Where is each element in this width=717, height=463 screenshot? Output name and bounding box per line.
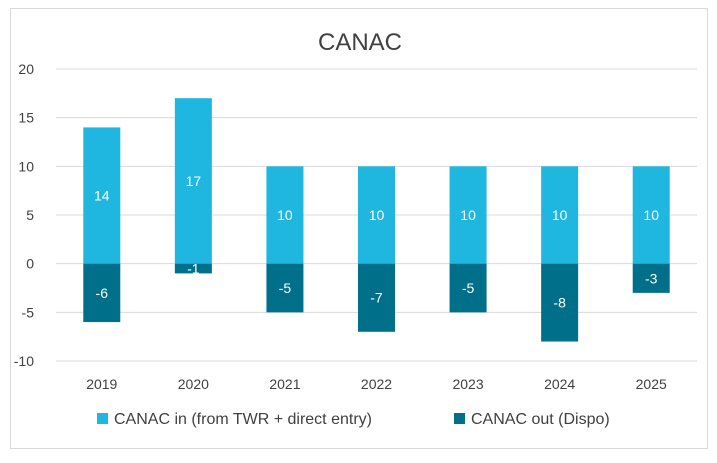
bar-out-2022 [358,263,395,332]
x-tick-label: 2023 [452,376,483,392]
x-tick-label: 2022 [361,376,392,392]
data-label: -5 [279,280,292,296]
data-label: 14 [94,188,110,204]
y-axis-ticks: 20 15 10 5 0 -5 -10 [14,61,34,369]
data-label: 17 [186,173,202,189]
data-label: 10 [369,207,385,223]
data-label: 10 [643,207,659,223]
bar-in-2019 [83,127,121,264]
bar-in-2024 [541,166,579,264]
y-tick-label: 10 [18,158,34,174]
x-tick-label: 2021 [269,376,300,392]
legend: CANAC in (from TWR + direct entry) CANAC … [97,411,610,428]
chart-title: CANAC [318,29,402,56]
legend-label: CANAC out (Dispo) [471,411,610,428]
x-tick-label: 2025 [636,376,667,392]
bar-in-2021 [266,166,304,264]
data-label: 10 [460,207,476,223]
bar-out-2023 [449,263,487,313]
x-tick-label: 2019 [86,376,117,392]
bar-out-2019 [83,263,121,323]
data-label: 10 [277,207,293,223]
data-label: -3 [645,270,658,286]
data-label: 10 [552,207,568,223]
bar-out-2020 [174,263,212,274]
data-label: -6 [96,285,109,301]
bar-out-2025 [632,263,670,293]
chart-frame: CANAC 20 15 10 5 0 -5 -10 14 17 10 10 10 10 10 -6 -1 -5… [10,8,708,449]
legend-label: CANAC in (from TWR + direct entry) [114,411,372,428]
bar-in-2023 [449,166,487,264]
bar-in-2025 [632,166,670,264]
bar-in-2022 [358,166,395,264]
data-label: -8 [553,295,566,311]
legend-swatch [454,413,465,424]
data-label: -1 [187,261,200,277]
y-tick-label: -10 [14,353,34,369]
legend-swatch [97,413,108,424]
bars: 14 17 10 10 10 10 10 -6 -1 -5 -7 -5 -8 -3 [83,98,670,342]
y-tick-label: 15 [18,110,34,126]
bar-out-2024 [541,263,579,342]
x-tick-label: 2020 [178,376,209,392]
x-axis-ticks: 2019 2020 2021 2022 2023 2024 2025 [86,376,667,392]
y-tick-label: 5 [26,207,34,223]
bar-chart: CANAC 20 15 10 5 0 -5 -10 14 17 10 10 10 10 10 -6 -1 -5… [14,29,697,428]
bar-out-2021 [266,263,304,313]
bar-in-2020 [174,98,212,264]
data-label: -5 [462,280,475,296]
y-tick-label: -5 [22,304,35,320]
y-tick-label: 0 [26,256,34,272]
data-label: -7 [370,290,383,306]
y-tick-label: 20 [18,61,34,77]
x-tick-label: 2024 [544,376,575,392]
